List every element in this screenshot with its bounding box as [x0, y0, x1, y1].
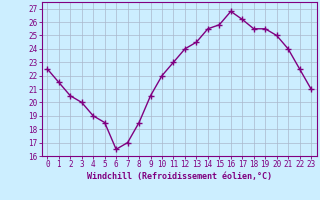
- X-axis label: Windchill (Refroidissement éolien,°C): Windchill (Refroidissement éolien,°C): [87, 172, 272, 181]
